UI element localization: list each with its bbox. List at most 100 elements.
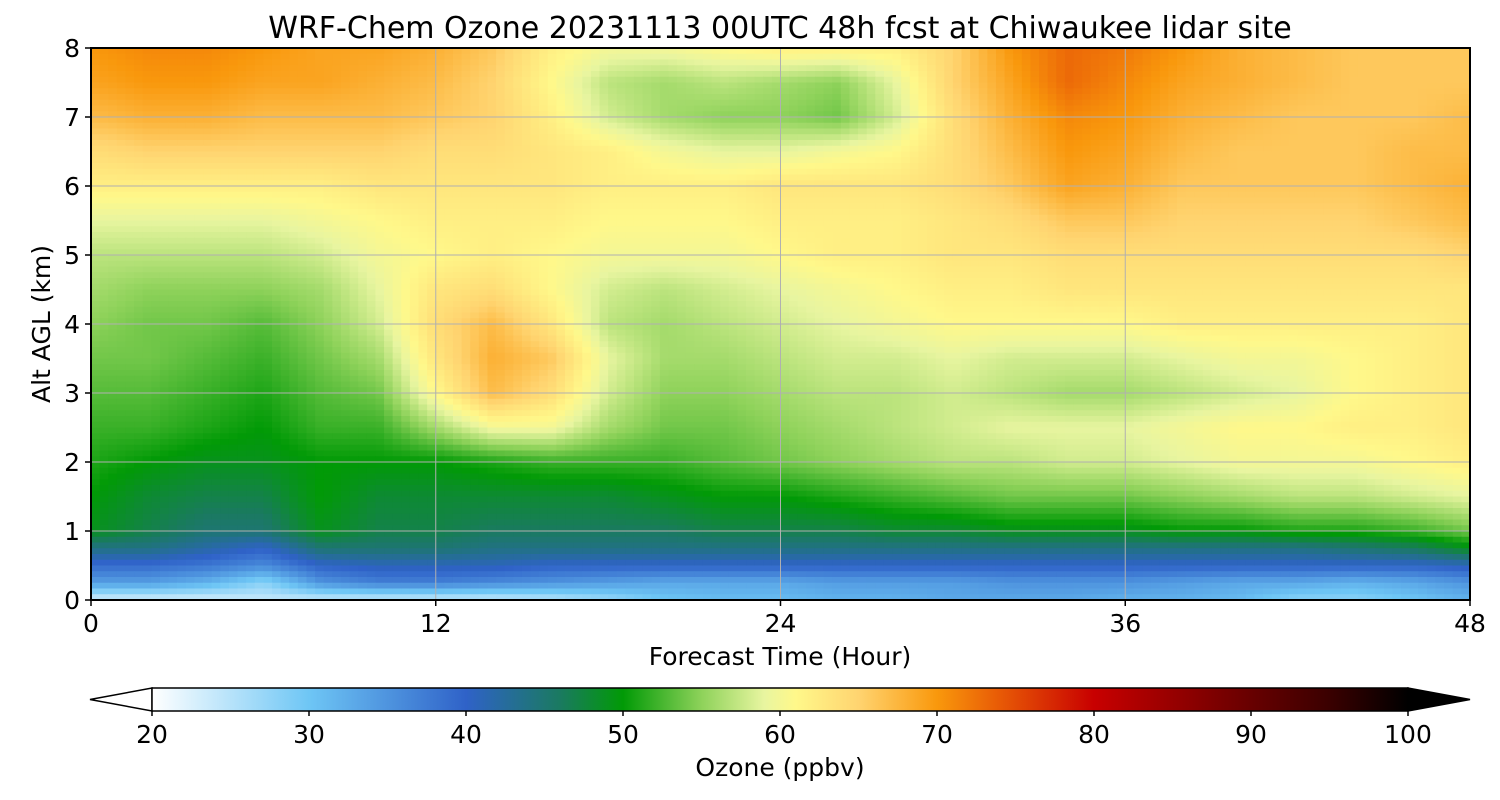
heatmap-cell bbox=[461, 105, 471, 112]
heatmap-cell bbox=[1349, 59, 1359, 66]
heatmap-cell bbox=[1280, 157, 1290, 164]
heatmap-cell bbox=[203, 48, 213, 55]
heatmap-cell bbox=[1245, 65, 1256, 72]
heatmap-cell bbox=[452, 122, 463, 130]
heatmap-cell bbox=[677, 117, 687, 124]
heatmap-cell bbox=[978, 82, 988, 89]
heatmap-cell bbox=[116, 151, 127, 158]
heatmap-cell bbox=[1366, 88, 1376, 95]
heatmap-cell bbox=[1409, 134, 1419, 141]
heatmap-cell bbox=[177, 122, 187, 130]
heatmap-cell bbox=[1349, 99, 1359, 107]
heatmap-cell bbox=[211, 71, 221, 78]
heatmap-cell bbox=[677, 163, 687, 170]
heatmap-cell bbox=[1280, 203, 1290, 210]
heatmap-cell bbox=[246, 145, 256, 153]
heatmap-cell bbox=[806, 128, 816, 135]
heatmap-cell bbox=[573, 88, 583, 95]
heatmap-cell bbox=[1383, 117, 1394, 124]
heatmap-cell bbox=[737, 151, 747, 158]
heatmap-cell bbox=[746, 88, 756, 95]
heatmap-cell bbox=[530, 145, 540, 153]
heatmap-cell bbox=[952, 122, 963, 130]
heatmap-cell bbox=[444, 128, 454, 135]
heatmap-cell bbox=[461, 163, 471, 170]
heatmap-cell bbox=[978, 117, 988, 124]
heatmap-cell bbox=[306, 140, 316, 147]
heatmap-cell bbox=[496, 76, 506, 84]
heatmap-cell bbox=[1237, 82, 1247, 89]
heatmap-cell bbox=[995, 191, 1006, 199]
heatmap-cell bbox=[1125, 168, 1135, 176]
heatmap-cell bbox=[1116, 191, 1126, 199]
heatmap-cell bbox=[1254, 151, 1264, 158]
heatmap-cell bbox=[1013, 59, 1023, 66]
heatmap-cell bbox=[323, 163, 333, 170]
heatmap-cell bbox=[1039, 128, 1049, 135]
heatmap-cell bbox=[99, 88, 109, 95]
heatmap-cell bbox=[1082, 209, 1092, 216]
heatmap-cell bbox=[159, 71, 170, 78]
heatmap-cell bbox=[168, 134, 178, 141]
heatmap-cell bbox=[746, 82, 756, 89]
heatmap-cell bbox=[306, 105, 316, 112]
heatmap-cell bbox=[746, 145, 756, 153]
heatmap-cell bbox=[254, 82, 264, 89]
heatmap-cell bbox=[358, 140, 368, 147]
heatmap-cell bbox=[858, 163, 868, 170]
heatmap-cell bbox=[909, 174, 919, 181]
heatmap-cell bbox=[952, 145, 963, 153]
heatmap-cell bbox=[608, 203, 618, 210]
heatmap-cell bbox=[1211, 145, 1221, 153]
heatmap-cell bbox=[677, 214, 687, 222]
heatmap-cell bbox=[1073, 99, 1083, 107]
heatmap-cell bbox=[340, 128, 351, 135]
heatmap-cell bbox=[840, 128, 851, 135]
heatmap-cell bbox=[151, 168, 161, 176]
heatmap-cell bbox=[151, 122, 161, 130]
heatmap-cell bbox=[530, 134, 540, 141]
heatmap-cell bbox=[556, 111, 566, 118]
heatmap-cell bbox=[521, 105, 532, 112]
heatmap-cell bbox=[858, 48, 868, 55]
heatmap-cell bbox=[539, 209, 549, 216]
heatmap-cell bbox=[254, 88, 264, 95]
heatmap-cell bbox=[1289, 157, 1299, 164]
heatmap-cell bbox=[918, 71, 928, 78]
heatmap-cell bbox=[1056, 76, 1066, 84]
heatmap-cell bbox=[1444, 140, 1454, 147]
heatmap-cell bbox=[504, 59, 514, 66]
heatmap-cell bbox=[806, 163, 816, 170]
heatmap-cell bbox=[1314, 157, 1325, 164]
heatmap-cell bbox=[1039, 105, 1049, 112]
heatmap-cell bbox=[901, 76, 911, 84]
heatmap-cell bbox=[702, 174, 713, 181]
heatmap-cell bbox=[582, 186, 592, 193]
heatmap-cell bbox=[280, 180, 290, 187]
heatmap-cell bbox=[1047, 111, 1057, 118]
heatmap-cell bbox=[1375, 191, 1385, 199]
heatmap-cell bbox=[1021, 134, 1032, 141]
heatmap-cell bbox=[633, 197, 644, 204]
heatmap-cell bbox=[323, 53, 333, 61]
heatmap-cell bbox=[470, 145, 480, 153]
heatmap-cell bbox=[375, 76, 385, 84]
heatmap-cell bbox=[901, 111, 911, 118]
heatmap-cell bbox=[935, 111, 945, 118]
heatmap-cell bbox=[1047, 168, 1057, 176]
heatmap-cell bbox=[582, 163, 592, 170]
heatmap-cell bbox=[702, 94, 713, 101]
heatmap-cell bbox=[737, 53, 747, 61]
heatmap-cell bbox=[1133, 48, 1144, 55]
heatmap-cell bbox=[1280, 88, 1290, 95]
heatmap-cell bbox=[616, 99, 626, 107]
heatmap-cell bbox=[1314, 117, 1325, 124]
heatmap-cell bbox=[806, 151, 816, 158]
heatmap-cell bbox=[1332, 59, 1342, 66]
heatmap-cell bbox=[271, 214, 282, 222]
heatmap-cell bbox=[935, 145, 945, 153]
heatmap-cell bbox=[1151, 128, 1161, 135]
heatmap-cell bbox=[1418, 117, 1428, 124]
heatmap-cell bbox=[1461, 117, 1471, 124]
heatmap-cell bbox=[168, 128, 178, 135]
